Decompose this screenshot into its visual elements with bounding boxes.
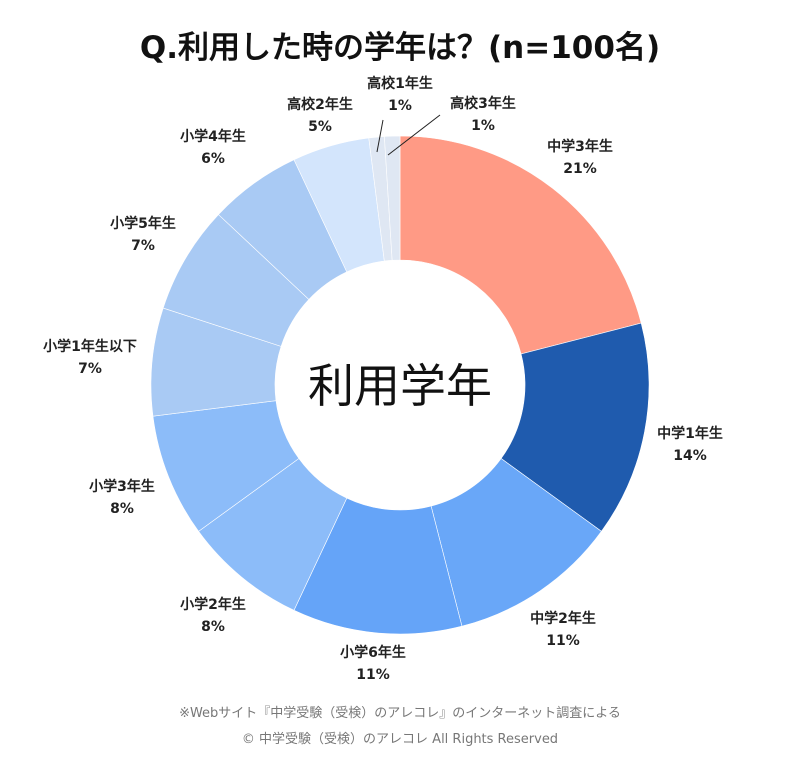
slice-value-label: 8% <box>201 619 225 635</box>
slice-value-label: 5% <box>308 119 332 135</box>
slice-label: 高校3年生 <box>450 95 516 112</box>
leader-line <box>376 119 384 153</box>
center-label: 利用学年 <box>308 359 492 413</box>
slice-label: 高校2年生 <box>287 96 353 113</box>
slice-value-label: 11% <box>356 667 390 683</box>
slice-value-label: 7% <box>131 238 155 254</box>
slice-value-label: 21% <box>563 161 597 177</box>
slice-value-label: 6% <box>201 151 225 167</box>
slice-label: 中学3年生 <box>547 138 613 155</box>
slice-value-label: 11% <box>546 633 580 649</box>
slice-label: 小学6年生 <box>340 644 406 661</box>
slice-value-label: 1% <box>471 118 495 134</box>
slice-label: 小学1年生以下 <box>43 338 137 355</box>
slice-value-label: 1% <box>388 98 412 114</box>
slice-中学3年生 <box>399 135 642 355</box>
slice-value-label: 7% <box>78 361 102 377</box>
slice-中学1年生 <box>500 322 650 532</box>
slice-label: 小学4年生 <box>180 128 246 145</box>
slice-label: 小学2年生 <box>180 596 246 613</box>
slice-value-label: 8% <box>110 501 134 517</box>
slice-label: 小学3年生 <box>89 478 155 495</box>
slice-label: 小学5年生 <box>110 215 176 232</box>
slice-label: 中学1年生 <box>657 425 723 442</box>
leader-line <box>387 114 441 156</box>
copyright: © 中学受験（受検）のアレコレ All Rights Reserved <box>241 732 559 747</box>
slice-value-label: 14% <box>673 448 707 464</box>
slice-label: 中学2年生 <box>530 610 596 627</box>
slice-高校3年生 <box>384 135 401 261</box>
chart-title: Q.利用した時の学年は？(n=100名) <box>139 30 661 66</box>
slice-label: 高校1年生 <box>367 75 433 92</box>
source-note: ※Webサイト『中学受験（受検）のアレコレ』のインターネット調査による <box>179 706 621 721</box>
